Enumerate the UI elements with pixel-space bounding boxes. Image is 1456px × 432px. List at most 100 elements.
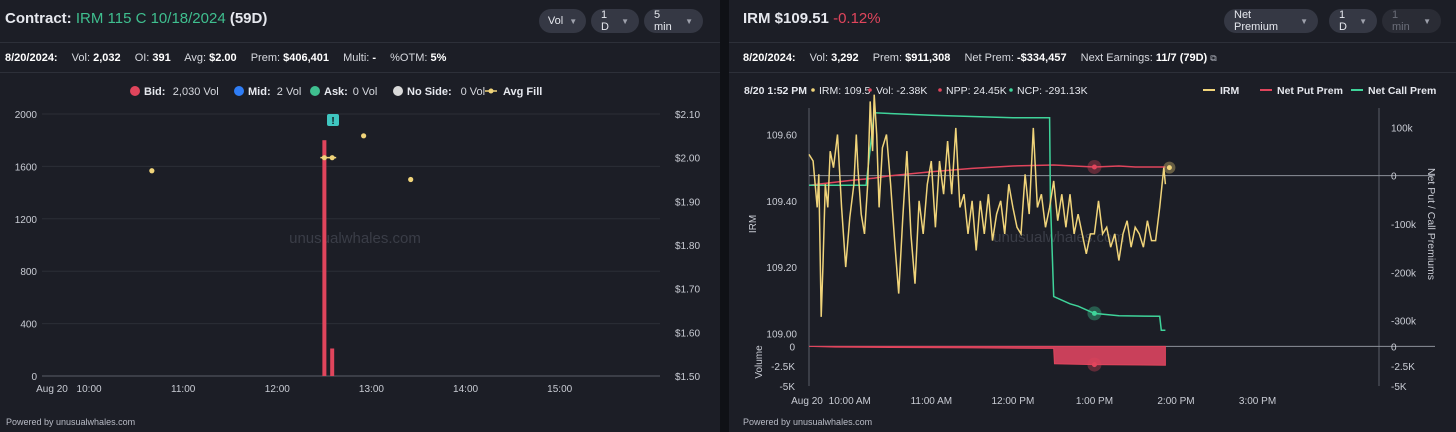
days-to-expiry: (59D) — [229, 10, 268, 27]
volume-tick-label: -5K — [779, 382, 795, 393]
chart-legend: Bid: 2,030 Vol Mid: 2 Vol Ask: 0 Vol No Side: 0… — [130, 86, 542, 98]
volume-tick-label: 0 — [789, 342, 795, 353]
avg-fill-point[interactable] — [361, 133, 367, 139]
chevron-down-icon: ▼ — [685, 16, 693, 26]
x-tick-label: 11:00 AM — [911, 396, 953, 407]
net-put-prem-line[interactable] — [808, 164, 1166, 187]
legend-value: 0 Vol — [353, 86, 377, 98]
contract-stats: 8/20/2024: Vol: 2,032 OI: 391 Avg: $2.00… — [5, 52, 447, 64]
ticker-symbol[interactable]: IRM — [743, 10, 771, 27]
metric-select-label: Vol — [547, 15, 564, 27]
footer-credit[interactable]: Powered by unusualwhales.com — [6, 417, 136, 427]
y-axis-label: IRM — [748, 215, 759, 233]
flag-glyph: ! — [331, 116, 334, 127]
range-select[interactable]: 1 D ▼ — [591, 9, 639, 33]
y2-tick-label: $2.10 — [675, 110, 700, 121]
contract-volume-chart: Bid: 2,030 Vol Mid: 2 Vol Ask: 0 Vol No Side: 0… — [15, 86, 701, 395]
footer-credit[interactable]: Powered by unusualwhales.com — [743, 417, 873, 427]
readout-value: Vol: -2.38K — [876, 85, 927, 97]
price-tick-label: 109.20 — [766, 263, 797, 274]
legend-swatch — [130, 86, 140, 96]
avg-fill-point[interactable] — [329, 155, 335, 161]
legend-label[interactable]: Net Call Prem — [1368, 85, 1436, 97]
divider — [729, 42, 1456, 43]
chart-axes: 109.00 109.20 109.40 109.60 100k 0 -100k -200k -… — [748, 123, 1437, 407]
chart-axes: 0 400 800 1200 1600 2000 $1.50 $1.60 $1.70 $1.80 $… — [15, 110, 701, 395]
premium-tick-label: -200k — [1391, 268, 1417, 279]
legend-label[interactable]: Net Put Prem — [1277, 85, 1343, 97]
chevron-down-icon: ▼ — [569, 16, 578, 26]
ticker-price: $109.51 — [774, 10, 829, 27]
x-tick-label: 14:00 — [453, 384, 478, 395]
external-link-icon[interactable]: ⧉ — [1210, 53, 1217, 63]
series-lines — [808, 94, 1167, 332]
x-tick-label: 1:00 PM — [1076, 396, 1113, 407]
volume-axis-label: Volume — [754, 345, 765, 379]
legend-swatch — [393, 86, 403, 96]
legend-value: 2 Vol — [277, 86, 301, 98]
contract-title: Contract: IRM 115 C 10/18/2024 (59D) — [5, 10, 267, 27]
contract-symbol[interactable]: IRM 115 C 10/18/2024 — [75, 10, 226, 27]
y-tick-label: 800 — [20, 267, 37, 278]
legend-swatch — [234, 86, 244, 96]
x-tick-label: 3:00 PM — [1239, 396, 1276, 407]
chevron-down-icon: ▼ — [1300, 16, 1308, 26]
bid-bar[interactable] — [322, 140, 327, 376]
legend-swatch — [310, 86, 320, 96]
readout-value: NCP: -291.13K — [1017, 85, 1088, 97]
volume-tick-label-right: -5K — [1391, 382, 1407, 393]
legend-label[interactable]: Ask: — [324, 86, 348, 98]
x-tick-label: Aug 20 — [36, 384, 68, 395]
readout-value: NPP: 24.45K — [946, 85, 1007, 97]
legend-label[interactable]: Mid: — [248, 86, 271, 98]
legend-label[interactable]: Bid: — [144, 86, 165, 98]
put-marker — [1091, 164, 1097, 170]
x-tick-label: 10:00 AM — [829, 396, 871, 407]
divider — [729, 72, 1456, 73]
range-select-label: 1 D — [601, 9, 609, 33]
crosshair-markers — [1087, 159, 1176, 372]
readout-value: IRM: 109.5 — [819, 85, 871, 97]
premium-tick-label: -100k — [1391, 220, 1417, 231]
y-tick-label: 1200 — [15, 215, 38, 226]
metric-select-label: Net Premium — [1234, 9, 1279, 33]
net-premium-panel: IRM $109.51 -0.12% Net Premium ▼ 1 D ▼ 1 m… — [729, 0, 1456, 432]
x-tick-label: Aug 20 — [791, 396, 823, 407]
bid-bar[interactable] — [330, 348, 335, 376]
metric-select[interactable]: Net Premium ▼ — [1224, 9, 1318, 33]
legend-label[interactable]: Avg Fill — [503, 86, 542, 98]
legend-label[interactable]: No Side: — [407, 86, 452, 98]
legend-value: 0 Vol — [461, 86, 485, 98]
metric-select[interactable]: Vol ▼ — [539, 9, 586, 33]
x-tick-label: 12:00 PM — [991, 396, 1034, 407]
watermark: unusualwhales.com — [289, 230, 421, 247]
net-premium-chart: 8/20 1:52 PM IRM: 109.5 Vol: -2.38K NPP: 24… — [744, 85, 1437, 407]
readout-bullet — [868, 88, 872, 92]
crosshair-readout: 8/20 1:52 PM IRM: 109.5 Vol: -2.38K NPP: 24… — [744, 85, 1088, 97]
legend-value: 2,030 Vol — [173, 86, 219, 98]
readout-bullet — [938, 88, 942, 92]
legend-avg-fill-dot — [488, 88, 494, 94]
interval-select[interactable]: 1 min ▼ — [1382, 9, 1441, 33]
flag-icon[interactable] — [327, 114, 339, 126]
net-call-prem-line[interactable] — [809, 112, 1166, 332]
avg-fill-point[interactable] — [321, 155, 327, 161]
range-select[interactable]: 1 D ▼ — [1329, 9, 1377, 33]
interval-select[interactable]: 5 min ▼ — [644, 9, 703, 33]
premium-tick-label: 0 — [1391, 172, 1397, 183]
call-marker — [1091, 310, 1097, 316]
trade-flag-marker[interactable]: ! — [327, 114, 339, 127]
avg-fill-point[interactable] — [408, 176, 414, 183]
y2-tick-label: $1.50 — [675, 372, 700, 383]
avg-fill-point[interactable] — [149, 168, 155, 174]
readout-time: 8/20 1:52 PM — [744, 85, 807, 97]
legend-label[interactable]: IRM — [1220, 85, 1240, 97]
premium-tick-label: -300k — [1391, 317, 1417, 328]
y2-tick-label: $1.70 — [675, 285, 700, 296]
divider — [0, 42, 720, 43]
chart-legend: IRM Net Put Prem Net Call Prem — [1203, 85, 1436, 97]
interval-select-label: 1 min — [1392, 9, 1410, 33]
chart-grid — [808, 108, 1435, 386]
price-tick-label: 109.60 — [766, 131, 797, 142]
irm-price-line[interactable] — [808, 94, 1167, 317]
